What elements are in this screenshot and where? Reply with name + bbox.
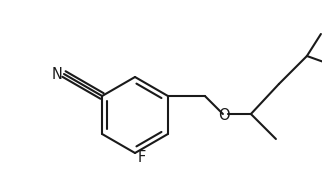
Text: O: O <box>218 108 230 122</box>
Text: N: N <box>52 66 62 82</box>
Text: F: F <box>138 151 146 165</box>
